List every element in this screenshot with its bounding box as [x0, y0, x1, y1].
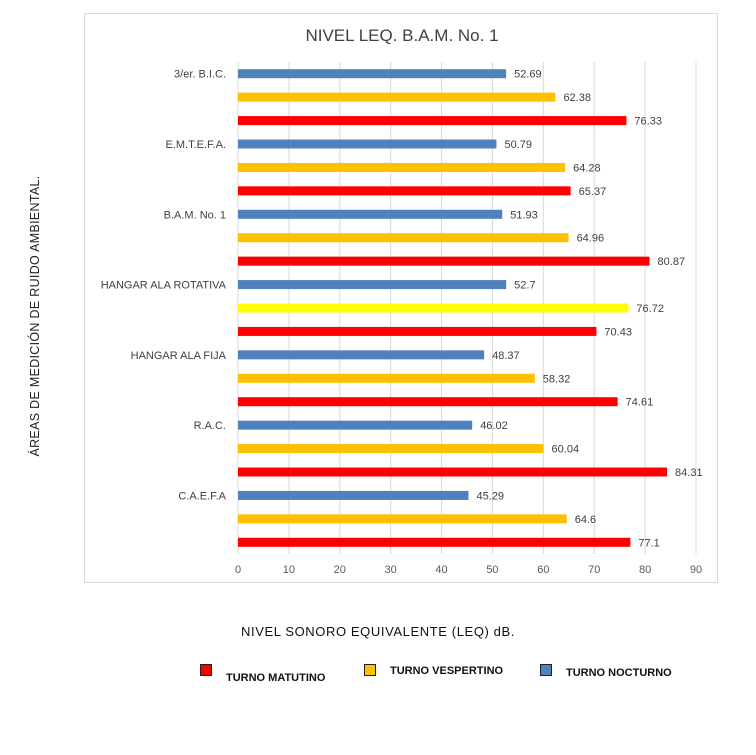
- data-label: 52.69: [514, 69, 542, 81]
- data-label: 52.7: [514, 280, 535, 292]
- legend-label-matutino: TURNO MATUTINO: [226, 672, 326, 684]
- bar-turno-vespertino-r-a-c: [238, 444, 544, 454]
- data-label: 62.38: [563, 92, 591, 104]
- x-tick-label: 60: [537, 564, 549, 576]
- data-label: 70.43: [604, 326, 632, 338]
- bar-turno-matutino-hangar-ala-fija: [238, 397, 618, 407]
- bar-turno-matutino-b-a-m-no-1: [238, 256, 650, 266]
- x-tick-label: 20: [334, 564, 346, 576]
- data-label: 45.29: [476, 490, 504, 502]
- x-tick-label: 80: [639, 564, 651, 576]
- data-label: 46.02: [480, 420, 508, 432]
- bar-turno-vespertino-hangar-ala-fija: [238, 373, 535, 383]
- legend-item-nocturno: TURNO NOCTURNO: [540, 664, 672, 679]
- legend-label-vespertino: TURNO VESPERTINO: [390, 665, 504, 677]
- data-label: 80.87: [658, 256, 686, 268]
- data-label: 76.33: [634, 116, 662, 128]
- bar-turno-matutino-e-m-t-e-f-a: [238, 186, 571, 196]
- bar-chart: NIVEL LEQ. B.A.M. No. 1 76.33 62.38 52.69 6…: [101, 26, 703, 576]
- data-label: 64.28: [573, 162, 601, 174]
- chart-area: NIVEL LEQ. B.A.M. No. 1 76.33 62.38 52.69 6…: [84, 13, 718, 583]
- data-label: 77.1: [638, 537, 659, 549]
- data-label: 51.93: [510, 209, 538, 221]
- bar-turno-vespertino-b-a-m-no-1: [238, 233, 569, 243]
- legend-item-matutino: TURNO MATUTINO: [200, 664, 325, 684]
- data-label: 65.37: [579, 186, 607, 198]
- bar-turno-matutino-c-a-e-f-a: [238, 537, 631, 547]
- data-label: 64.6: [575, 514, 596, 526]
- x-tick-label: 40: [435, 564, 447, 576]
- legend-swatch-nocturno: [540, 664, 552, 676]
- bar-turno-nocturno-e-m-t-e-f-a: [238, 139, 497, 149]
- bar-turno-nocturno-3-er-b-i-c: [238, 69, 507, 79]
- bar-turno-nocturno-hangar-ala-rotativa: [238, 280, 507, 290]
- data-label: 74.61: [626, 397, 654, 409]
- data-label: 76.72: [636, 303, 664, 315]
- x-tick-label: 0: [235, 564, 241, 576]
- category-label-c-a-e-f-a: C.A.E.F.A: [178, 490, 226, 502]
- category-label-e-m-t-e-f-a: E.M.T.E.F.A.: [165, 139, 226, 151]
- legend-swatch-matutino: [200, 664, 212, 676]
- data-label: 64.96: [577, 233, 605, 245]
- y-axis-label: ÁREAS DE MEDICIÓN DE RUIDO AMBIENTAL.: [28, 175, 42, 457]
- data-label: 58.32: [543, 373, 571, 385]
- x-tick-label: 10: [283, 564, 295, 576]
- bar-turno-vespertino-3-er-b-i-c: [238, 92, 556, 102]
- bar-turno-nocturno-b-a-m-no-1: [238, 209, 503, 219]
- bar-turno-matutino-hangar-ala-rotativa: [238, 326, 597, 336]
- legend-label-nocturno: TURNO NOCTURNO: [566, 667, 672, 679]
- category-label-3-er-b-i-c: 3/er. B.I.C.: [174, 69, 226, 81]
- bar-turno-matutino-r-a-c: [238, 467, 668, 477]
- category-label-hangar-ala-fija: HANGAR ALA FIJA: [131, 350, 227, 362]
- x-axis-label: NIVEL SONORO EQUIVALENTE (LEQ) dB.: [241, 624, 515, 639]
- data-label: 60.04: [552, 444, 580, 456]
- bar-turno-matutino-3-er-b-i-c: [238, 116, 627, 126]
- data-label: 50.79: [504, 139, 532, 151]
- bar-turno-nocturno-r-a-c: [238, 420, 473, 430]
- bar-turno-vespertino-e-m-t-e-f-a: [238, 162, 566, 172]
- bar-turno-nocturno-c-a-e-f-a: [238, 490, 469, 500]
- x-tick-label: 90: [690, 564, 702, 576]
- category-label-b-a-m-no-1: B.A.M. No. 1: [164, 209, 226, 221]
- x-tick-label: 50: [486, 564, 498, 576]
- x-tick-label: 30: [385, 564, 397, 576]
- data-label: 84.31: [675, 467, 703, 479]
- bar-turno-vespertino-hangar-ala-rotativa: [238, 303, 629, 313]
- data-label: 48.37: [492, 350, 520, 362]
- legend-item-vespertino: TURNO VESPERTINO: [364, 664, 503, 677]
- bar-turno-nocturno-hangar-ala-fija: [238, 350, 485, 360]
- legend-swatch-vespertino: [364, 664, 376, 676]
- category-label-hangar-ala-rotativa: HANGAR ALA ROTATIVA: [101, 280, 227, 292]
- x-tick-label: 70: [588, 564, 600, 576]
- chart-title: NIVEL LEQ. B.A.M. No. 1: [305, 26, 498, 45]
- category-label-r-a-c: R.A.C.: [194, 420, 226, 432]
- bar-turno-vespertino-c-a-e-f-a: [238, 514, 567, 524]
